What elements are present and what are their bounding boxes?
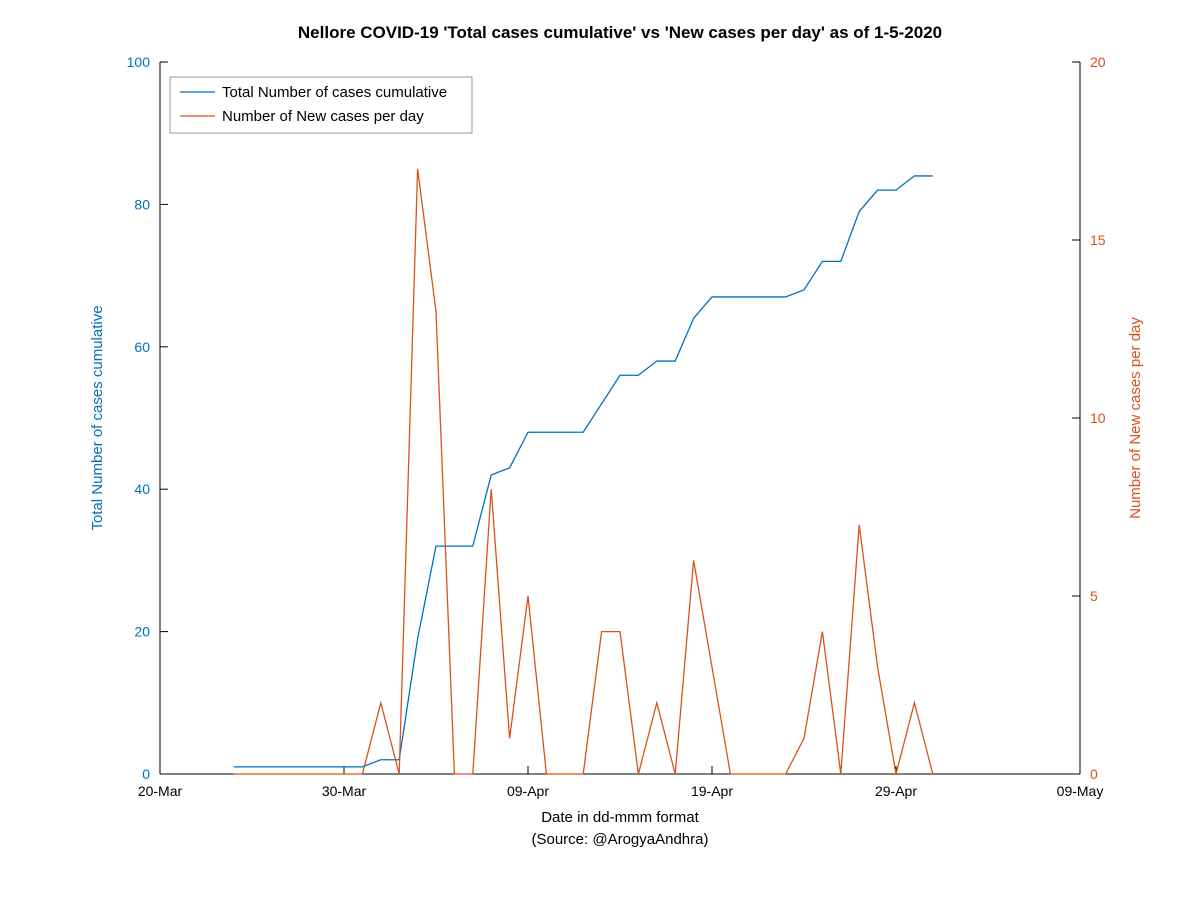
x-tick-label: 19-Apr <box>691 783 733 799</box>
chart-svg: Nellore COVID-19 'Total cases cumulative… <box>0 0 1200 898</box>
x-tick-label: 30-Mar <box>322 783 367 799</box>
y-left-tick-label: 80 <box>134 196 150 212</box>
y-left-tick-label: 100 <box>127 54 151 70</box>
series-new_cases <box>234 169 933 774</box>
y-left-tick-label: 0 <box>142 766 150 782</box>
y-left-tick-label: 60 <box>134 339 150 355</box>
y-right-tick-label: 10 <box>1090 410 1106 426</box>
y-right-tick-label: 15 <box>1090 232 1106 248</box>
legend-label: Number of New cases per day <box>222 108 424 125</box>
y-left-tick-label: 40 <box>134 481 150 497</box>
y-left-tick-label: 20 <box>134 624 150 640</box>
x-tick-label: 29-Apr <box>875 783 917 799</box>
x-tick-label: 09-Apr <box>507 783 549 799</box>
x-axis-label-1: Date in dd-mmm format <box>541 809 699 826</box>
x-axis-label-2: (Source: @ArogyaAndhra) <box>532 831 709 848</box>
y-right-tick-label: 0 <box>1090 766 1098 782</box>
legend-label: Total Number of cases cumulative <box>222 84 447 101</box>
y-right-tick-label: 20 <box>1090 54 1106 70</box>
x-tick-label: 20-Mar <box>138 783 183 799</box>
x-tick-label: 09-May <box>1057 783 1104 799</box>
y-right-axis-label: Number of New cases per day <box>1127 317 1144 519</box>
y-left-axis-label: Total Number of cases cumulative <box>89 305 106 530</box>
y-right-tick-label: 5 <box>1090 588 1098 604</box>
chart-container: Nellore COVID-19 'Total cases cumulative… <box>0 0 1200 898</box>
chart-title: Nellore COVID-19 'Total cases cumulative… <box>298 23 942 42</box>
